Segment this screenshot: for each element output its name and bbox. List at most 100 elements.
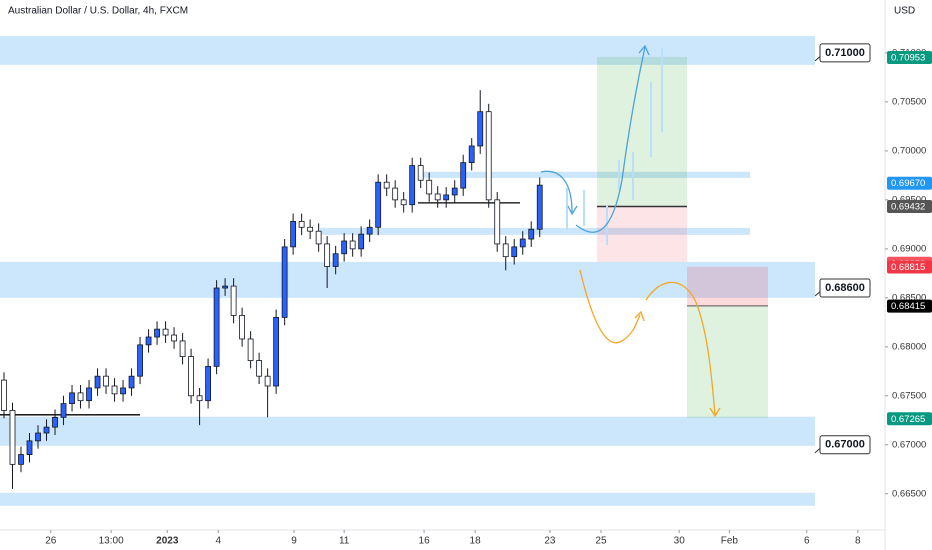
x-tick-label: 11 (339, 536, 350, 547)
x-tick-label: 30 (674, 536, 686, 547)
x-tick-label: 4 (216, 536, 222, 547)
chart-title: Australian Dollar / U.S. Dollar, 4h, FXC… (8, 6, 188, 17)
y-tick-label: 0.70000 (892, 145, 926, 156)
x-tick-label: 18 (470, 536, 482, 547)
x-tick-label: 2023 (156, 536, 179, 547)
y-tick-label: 0.67500 (892, 390, 926, 401)
candle-body (392, 187, 399, 201)
support-zone (0, 416, 815, 446)
candle-body (86, 387, 92, 402)
candle-body (154, 328, 160, 338)
candle-body (511, 246, 518, 258)
candle-body (528, 228, 535, 240)
y-tick-label: 0.68500 (892, 292, 926, 303)
candle-body (171, 334, 177, 342)
candle-body (26, 440, 33, 455)
candle-body (341, 240, 348, 255)
candle-body (460, 162, 467, 189)
candle-body (434, 193, 441, 201)
candle-body (69, 392, 75, 405)
candle-body (94, 375, 101, 389)
candle-body (468, 145, 475, 164)
candle-body (103, 375, 109, 387)
candle-body (366, 226, 373, 235)
candle-body (443, 194, 450, 201)
orange-arrow-head (709, 407, 721, 418)
y-tick-label: 0.67000 (892, 439, 926, 450)
candle-body (43, 426, 50, 434)
y-tick-label: 0.68000 (892, 341, 926, 352)
candle-body (9, 410, 16, 465)
candle-body (18, 454, 24, 465)
x-tick-label: 16 (419, 536, 431, 547)
candle-body (298, 221, 305, 228)
price-label-box (887, 176, 932, 190)
candle-body (426, 179, 433, 195)
candle-body (358, 233, 365, 250)
price-label-box (887, 412, 932, 426)
y-tick-label: 0.69500 (892, 194, 926, 205)
price-label: 0.69670 (891, 178, 925, 189)
y-tick-label: 0.66500 (892, 488, 926, 499)
price-label-box (887, 200, 932, 214)
price-label: 0.69432 (891, 202, 925, 213)
callout-label: 0.67000 (825, 439, 865, 451)
candle-body (519, 238, 526, 248)
blue-arrow (575, 46, 646, 233)
candle-body (35, 432, 41, 442)
candle-body (400, 199, 407, 206)
blue-arrow-head (567, 205, 578, 216)
callout-box (819, 435, 871, 455)
candle-body (494, 199, 501, 245)
y-tick-label: 0.70500 (892, 96, 926, 107)
blue-arrow (540, 170, 573, 213)
support-zone (0, 261, 815, 298)
callout-label: 0.68600 (825, 282, 865, 294)
support-zone (320, 227, 750, 235)
support-zone (420, 171, 750, 178)
callout-box (819, 43, 871, 63)
x-tick-label: 6 (804, 536, 810, 547)
candle-body (188, 356, 194, 397)
candle-body (273, 317, 280, 387)
candle-body (77, 392, 84, 402)
x-tick-label: Feb (721, 536, 739, 547)
long-target-area (597, 56, 687, 207)
candle-body (162, 328, 169, 336)
candle-body (502, 243, 509, 258)
x-tick-label: 13:00 (99, 536, 124, 547)
candle-body (409, 165, 416, 206)
callout-box (819, 278, 871, 298)
projection-drawings (540, 44, 721, 418)
short-stop-area (687, 266, 768, 306)
x-tick-label: 9 (291, 536, 297, 547)
candle-body (137, 344, 143, 377)
x-tick-label: 26 (45, 536, 57, 547)
candle-body (222, 285, 228, 289)
candle-body (417, 165, 424, 181)
price-label-box (887, 260, 932, 274)
orange-arrow-head (634, 310, 645, 322)
candle-body (264, 375, 271, 387)
x-tick-label: 8 (855, 536, 861, 547)
y-axis-area (885, 0, 932, 550)
candle-body (205, 365, 211, 402)
candle-body (239, 315, 246, 340)
candle-body (349, 240, 356, 250)
x-tick-label: 23 (544, 536, 556, 547)
price-label-box (887, 51, 932, 65)
candle-body (145, 336, 152, 346)
candle-body (536, 184, 543, 230)
price-label-box (887, 299, 932, 313)
candle-body (230, 285, 237, 316)
candle-body (120, 387, 126, 395)
candle-body (485, 111, 492, 201)
orange-arrow (645, 281, 716, 416)
support-zone (0, 35, 815, 65)
support-zone (0, 492, 815, 506)
candle-body (213, 287, 220, 367)
y-tick-label: 0.69000 (892, 243, 926, 254)
projection-bars (566, 48, 663, 245)
short-target-area (687, 305, 768, 418)
